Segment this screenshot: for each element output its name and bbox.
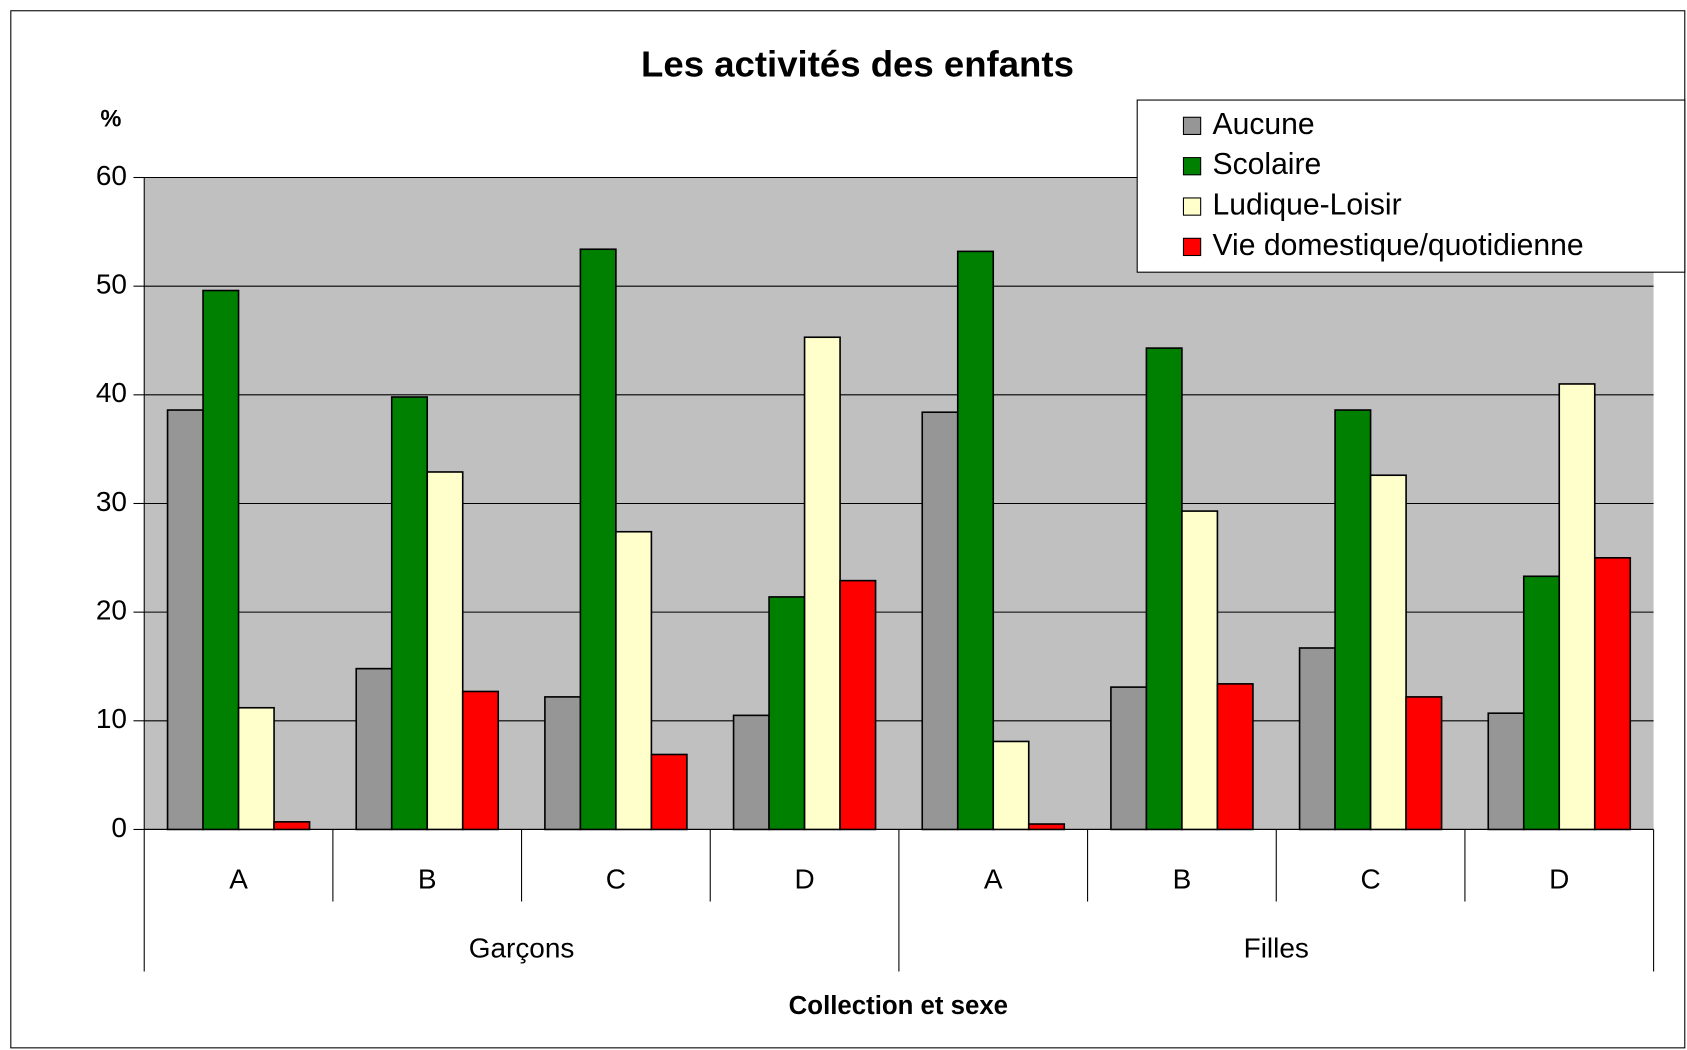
x-tick-label: B (418, 863, 437, 894)
y-tick-label: 10 (96, 703, 127, 734)
bar (1181, 510, 1219, 831)
legend-label: Scolaire (1213, 148, 1322, 181)
bar (1110, 686, 1148, 831)
bar (1334, 409, 1372, 831)
x-tick-label: C (606, 863, 626, 894)
legend-swatch (1182, 157, 1202, 176)
x-axis-label: Collection et sexe (789, 992, 1008, 1020)
bar (579, 248, 617, 831)
bar (803, 336, 841, 831)
bar (732, 714, 770, 831)
legend-box (1136, 99, 1686, 273)
bar (650, 753, 688, 831)
x-tick-label: D (1549, 863, 1569, 894)
bar (956, 250, 995, 831)
bar (273, 821, 311, 831)
bar (1558, 383, 1596, 831)
legend-label: Vie domestique/quotidienne (1213, 229, 1584, 262)
x-tick-label: A (229, 863, 248, 894)
group-label: Filles (1244, 932, 1309, 963)
y-tick-label: 60 (96, 160, 127, 191)
bar (615, 530, 653, 831)
bar (839, 579, 877, 831)
legend-swatch (1182, 237, 1202, 257)
legend-label: Aucune (1213, 108, 1315, 141)
bar (390, 396, 429, 831)
bar (1369, 474, 1407, 831)
bar (1405, 696, 1443, 831)
bar (202, 289, 240, 831)
bar (992, 740, 1030, 831)
y-tick-label: 20 (96, 595, 127, 626)
bar (166, 409, 204, 831)
x-tick-label: A (984, 863, 1003, 894)
bar (1145, 347, 1183, 831)
bar (1298, 647, 1336, 831)
legend-label: Ludique-Loisir (1213, 189, 1402, 222)
bar (1593, 557, 1632, 831)
bar (1522, 575, 1561, 831)
legend-swatch (1182, 197, 1202, 216)
x-tick-label: C (1360, 863, 1380, 894)
chart-title: Les activités des enfants (641, 43, 1074, 84)
bar (544, 696, 582, 831)
bar (237, 706, 275, 831)
x-tick-label: D (794, 863, 814, 894)
legend-swatch (1182, 116, 1202, 136)
y-tick-label: 40 (96, 377, 127, 408)
bar (1027, 823, 1066, 831)
y-tick-label: 0 (111, 812, 127, 843)
bar (768, 596, 806, 831)
bar (1487, 712, 1525, 831)
y-tick-label: 30 (96, 486, 127, 517)
x-tick-label: B (1173, 863, 1192, 894)
y-axis-label: % (100, 107, 121, 133)
bar (461, 690, 500, 831)
bar (426, 471, 464, 831)
bar (1216, 683, 1254, 831)
bar (921, 411, 959, 831)
y-tick-label: 50 (96, 269, 127, 300)
group-label: Garçons (469, 932, 575, 963)
bar (355, 667, 393, 831)
